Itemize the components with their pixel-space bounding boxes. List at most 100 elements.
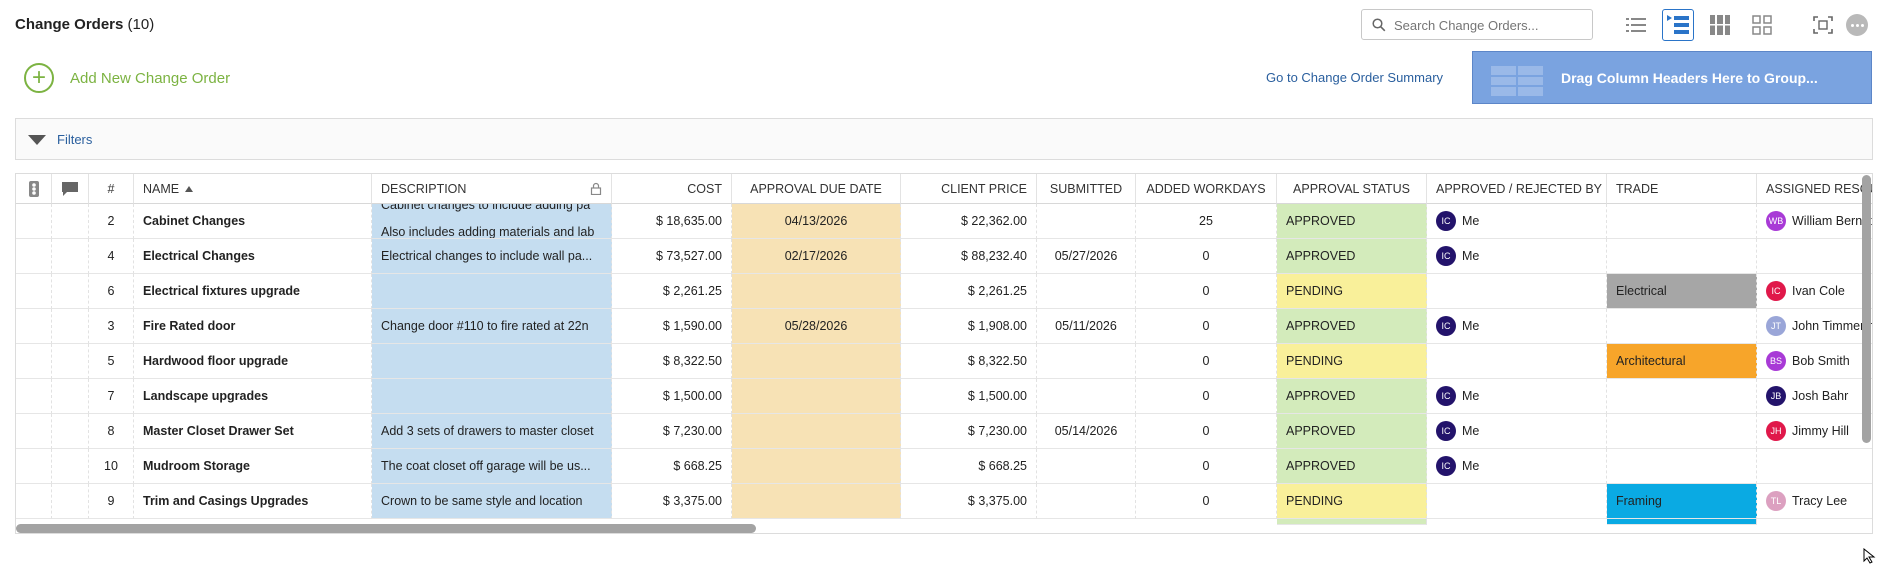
- name-cell[interactable]: Cabinet Changes: [134, 204, 372, 239]
- trade-cell[interactable]: Framing: [1607, 484, 1757, 519]
- name-cell[interactable]: Master Closet Drawer Set: [134, 414, 372, 449]
- approved-by-column-header[interactable]: APPROVED / REJECTED BY: [1427, 174, 1607, 204]
- approval-status-cell[interactable]: PENDING: [1277, 274, 1427, 309]
- assigned-resource-column-header[interactable]: ASSIGNED RESOUR: [1757, 174, 1872, 204]
- approval-due-cell[interactable]: [732, 414, 901, 449]
- number-cell[interactable]: 9: [89, 484, 134, 519]
- comments-cell[interactable]: [52, 484, 89, 519]
- approval-status-column-header[interactable]: APPROVAL STATUS: [1277, 174, 1427, 204]
- change-order-summary-link[interactable]: Go to Change Order Summary: [1266, 70, 1444, 85]
- approval-due-cell[interactable]: 05/28/2026: [732, 309, 901, 344]
- number-column-header[interactable]: #: [89, 174, 134, 204]
- horizontal-scrollbar[interactable]: [16, 524, 756, 533]
- number-cell[interactable]: 4: [89, 239, 134, 274]
- approval-due-cell[interactable]: 04/13/2026: [732, 204, 901, 239]
- workdays-cell[interactable]: 0: [1136, 309, 1277, 344]
- approval-due-cell[interactable]: [732, 484, 901, 519]
- description-cell[interactable]: Cabinet changes to include adding pa Also…: [372, 204, 612, 239]
- cost-cell[interactable]: $ 8,322.50: [612, 344, 732, 379]
- client-price-cell[interactable]: $ 668.25: [901, 449, 1037, 484]
- approval-due-column-header[interactable]: APPROVAL DUE DATE: [732, 174, 901, 204]
- comments-cell[interactable]: [52, 274, 89, 309]
- client-price-cell[interactable]: $ 8,322.50: [901, 344, 1037, 379]
- approval-status-cell[interactable]: APPROVED: [1277, 204, 1427, 239]
- assigned-resource-cell[interactable]: [1757, 449, 1872, 484]
- priority-cell[interactable]: [16, 379, 52, 414]
- approved-by-cell[interactable]: IC Me: [1427, 449, 1607, 484]
- approved-by-cell[interactable]: IC Me: [1427, 239, 1607, 274]
- name-column-header[interactable]: NAME: [134, 174, 372, 204]
- comments-cell[interactable]: [52, 344, 89, 379]
- number-cell[interactable]: 2: [89, 204, 134, 239]
- number-cell[interactable]: 8: [89, 414, 134, 449]
- trade-cell[interactable]: [1607, 449, 1757, 484]
- submitted-cell[interactable]: [1037, 344, 1136, 379]
- approval-status-cell[interactable]: APPROVED: [1277, 309, 1427, 344]
- cost-column-header[interactable]: COST: [612, 174, 732, 204]
- cost-cell[interactable]: $ 668.25: [612, 449, 732, 484]
- search-input[interactable]: [1392, 14, 1586, 37]
- more-icon[interactable]: [1846, 14, 1868, 36]
- number-cell[interactable]: 6: [89, 274, 134, 309]
- approved-by-cell[interactable]: [1427, 484, 1607, 519]
- trade-cell[interactable]: [1607, 309, 1757, 344]
- assigned-resource-cell[interactable]: IC Ivan Cole: [1757, 274, 1872, 309]
- priority-cell[interactable]: [16, 414, 52, 449]
- client-price-column-header[interactable]: CLIENT PRICE: [901, 174, 1037, 204]
- workdays-cell[interactable]: 25: [1136, 204, 1277, 239]
- approval-status-cell[interactable]: APPROVED: [1277, 449, 1427, 484]
- detail-list-view-button[interactable]: [1662, 9, 1694, 41]
- description-cell[interactable]: The coat closet off garage will be us...: [372, 449, 612, 484]
- cost-cell[interactable]: $ 18,635.00: [612, 204, 732, 239]
- name-cell[interactable]: Trim and Casings Upgrades: [134, 484, 372, 519]
- number-cell[interactable]: 5: [89, 344, 134, 379]
- add-change-order-button[interactable]: + Add New Change Order: [24, 61, 230, 95]
- name-cell[interactable]: Fire Rated door: [134, 309, 372, 344]
- card-view-button[interactable]: [1704, 9, 1736, 41]
- cost-cell[interactable]: $ 2,261.25: [612, 274, 732, 309]
- submitted-column-header[interactable]: SUBMITTED: [1037, 174, 1136, 204]
- approved-by-cell[interactable]: [1427, 344, 1607, 379]
- approved-by-cell[interactable]: IC Me: [1427, 414, 1607, 449]
- client-price-cell[interactable]: $ 7,230.00: [901, 414, 1037, 449]
- cost-cell[interactable]: $ 1,590.00: [612, 309, 732, 344]
- name-cell[interactable]: Electrical Changes: [134, 239, 372, 274]
- fullscreen-button[interactable]: [1807, 9, 1839, 41]
- approved-by-cell[interactable]: IC Me: [1427, 204, 1607, 239]
- comments-cell[interactable]: [52, 204, 89, 239]
- assigned-resource-cell[interactable]: JB Josh Bahr: [1757, 379, 1872, 414]
- workdays-cell[interactable]: 0: [1136, 344, 1277, 379]
- filters-bar[interactable]: Filters: [15, 118, 1873, 160]
- priority-column-header[interactable]: [16, 174, 52, 204]
- assigned-resource-cell[interactable]: TL Tracy Lee: [1757, 484, 1872, 519]
- trade-column-header[interactable]: TRADE: [1607, 174, 1757, 204]
- priority-cell[interactable]: [16, 274, 52, 309]
- description-cell[interactable]: Change door #110 to fire rated at 22n: [372, 309, 612, 344]
- comments-cell[interactable]: [52, 379, 89, 414]
- cost-cell[interactable]: $ 73,527.00: [612, 239, 732, 274]
- workdays-cell[interactable]: 0: [1136, 484, 1277, 519]
- workdays-cell[interactable]: 0: [1136, 414, 1277, 449]
- description-column-header[interactable]: DESCRIPTION: [372, 174, 612, 204]
- comments-cell[interactable]: [52, 449, 89, 484]
- approval-status-cell[interactable]: APPROVED: [1277, 414, 1427, 449]
- client-price-cell[interactable]: $ 1,500.00: [901, 379, 1037, 414]
- trade-cell[interactable]: [1607, 379, 1757, 414]
- approval-due-cell[interactable]: [732, 449, 901, 484]
- submitted-cell[interactable]: [1037, 204, 1136, 239]
- client-price-cell[interactable]: $ 22,362.00: [901, 204, 1037, 239]
- name-cell[interactable]: Electrical fixtures upgrade: [134, 274, 372, 309]
- assigned-resource-cell[interactable]: JT John Timmerm: [1757, 309, 1872, 344]
- approval-due-cell[interactable]: 02/17/2026: [732, 239, 901, 274]
- cost-cell[interactable]: $ 3,375.00: [612, 484, 732, 519]
- workdays-column-header[interactable]: ADDED WORKDAYS: [1136, 174, 1277, 204]
- submitted-cell[interactable]: 05/27/2026: [1037, 239, 1136, 274]
- description-cell[interactable]: [372, 379, 612, 414]
- submitted-cell[interactable]: [1037, 484, 1136, 519]
- priority-cell[interactable]: [16, 204, 52, 239]
- priority-cell[interactable]: [16, 344, 52, 379]
- approved-by-cell[interactable]: [1427, 274, 1607, 309]
- comments-column-header[interactable]: [52, 174, 89, 204]
- client-price-cell[interactable]: $ 2,261.25: [901, 274, 1037, 309]
- trade-cell[interactable]: [1607, 204, 1757, 239]
